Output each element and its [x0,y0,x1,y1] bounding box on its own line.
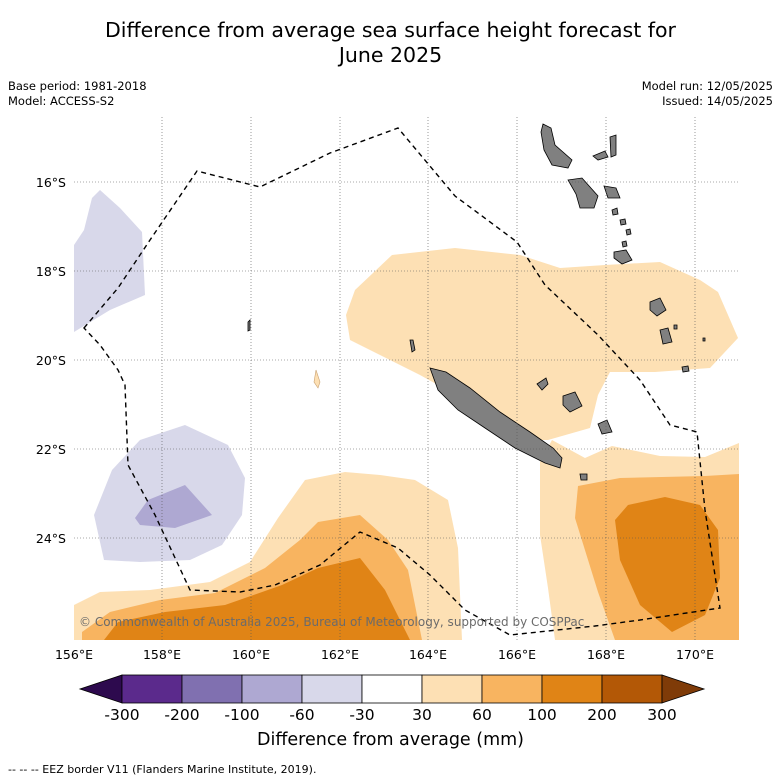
meta-left: Base period: 1981-2018 Model: ACCESS-S2 [8,79,147,109]
small-islet-1 [247,319,251,332]
colorbar-swatch [541,674,603,704]
copyright-notice: © Commonwealth of Australia 2025, Bureau… [79,615,584,629]
colorbar-swatch [421,674,483,704]
colorbar-tick-label: 100 [527,706,557,724]
anomaly-region-pos100-southeast [615,497,720,632]
lon-label: 164°E [409,647,447,662]
colorbar-tick-label: -60 [289,706,314,724]
colorbar-tick-label: -100 [224,706,259,724]
reef-outline [313,369,321,389]
colorbar-tick-label: 60 [472,706,492,724]
lat-label: 24°S [36,531,66,546]
model-name: Model: ACCESS-S2 [8,94,115,108]
loyalty-island-3 [597,419,613,435]
colorbar-swatch [481,674,543,704]
lon-label: 168°E [587,647,625,662]
vanuatu-malekula [567,177,599,209]
chart-title: Difference from average sea surface heig… [0,18,781,68]
colorbar-label: Difference from average (mm) [256,730,525,750]
land-masses [247,123,706,481]
colorbar-swatch [301,674,363,704]
small-islet-4 [702,337,706,342]
lon-label: 162°E [321,647,359,662]
lat-label: 20°S [36,353,66,368]
base-period: Base period: 1981-2018 [8,79,147,93]
lon-label: 166°E [498,647,536,662]
anomaly-region-pos30-central [346,248,738,440]
eez-footnote: -- -- -- EEZ border V11 (Flanders Marine… [8,763,317,776]
lon-label: 160°E [232,647,270,662]
vanuatu-islet-2 [619,218,627,226]
graticule [74,117,739,640]
colorbar: -300 -200 -100 -60 -30 30 60 100 200 300 [78,674,706,724]
colorbar-tick-label: 300 [647,706,677,724]
loyalty-island-2 [562,391,583,413]
vanuatu-tanna [659,327,673,345]
colorbar-tick-label: -30 [349,706,374,724]
anomaly-region-pos100-south [104,558,410,640]
colorbar-extend-low [78,674,123,704]
colorbar-swatch [181,674,243,704]
issued-date: Issued: 14/05/2025 [662,94,773,108]
title-line-2: June 2025 [338,43,443,67]
vanuatu-efate [613,249,633,265]
lat-label: 22°S [36,442,66,457]
lon-label: 170°E [676,647,714,662]
eez-border [83,127,721,636]
lon-label: 158°E [143,647,181,662]
colorbar-extend-high [661,674,706,704]
colorbar-tick-label: 200 [587,706,617,724]
colorbar-tick-label: -300 [104,706,139,724]
model-run: Model run: 12/05/2025 [641,79,773,93]
small-islet-2 [409,339,416,353]
lat-label: 16°S [36,175,66,190]
colorbar-swatch [601,674,663,704]
map-area: © Commonwealth of Australia 2025, Bureau… [74,117,739,640]
lat-labels: 16°S 18°S 20°S 22°S 24°S [36,175,66,546]
colorbar-swatch [361,674,423,704]
anomaly-region-neg30-northwest [74,190,145,332]
vanuatu-islet-1 [611,207,619,216]
meta-right: Model run: 12/05/2025 Issued: 14/05/2025 [642,79,773,109]
vanuatu-aneityum [681,365,690,373]
lon-label: 156°E [55,647,93,662]
vanuatu-espiritu-santo [540,123,573,169]
small-islet-3 [673,324,678,330]
new-caledonia-island [429,367,563,469]
colorbar-tick-label: -200 [164,706,199,724]
title-line-1: Difference from average sea surface heig… [105,18,676,42]
colorbar-swatch [121,674,183,704]
vanuatu-island-2 [592,150,609,161]
colorbar-tick-label: 30 [412,706,432,724]
vanuatu-island-3 [609,134,617,158]
vanuatu-erromango [649,297,667,317]
isle-of-pines [579,473,588,481]
vanuatu-islet-3 [625,228,632,236]
colorbar-swatch [241,674,303,704]
anomaly-region-neg60-southwest [135,485,212,528]
vanuatu-islet-4 [621,240,628,248]
vanuatu-island-5 [603,185,621,199]
loyalty-island-1 [536,377,549,391]
lat-label: 18°S [36,264,66,279]
lon-labels: 156°E 158°E 160°E 162°E 164°E 166°E 168°… [55,647,714,662]
